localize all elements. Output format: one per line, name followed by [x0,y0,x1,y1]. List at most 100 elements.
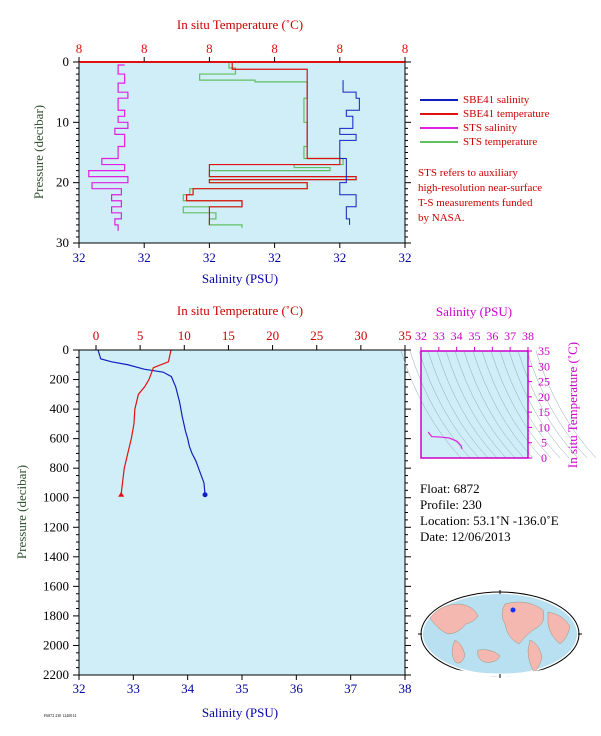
temp-tick-label: 30 [354,328,367,343]
temp-tick-label: 8 [206,41,213,56]
pressure-tick-label: 400 [50,401,70,416]
density-contour [445,350,507,459]
series-salinity [97,349,206,495]
ts-sal-tick-label: 38 [522,329,534,343]
profile-temp-axis-title: In situ Temperature (˚C) [177,303,303,318]
pressure-tick-label: 20 [56,175,69,190]
temp-tick-label: 20 [266,328,279,343]
legend-label: STS temperature [463,136,538,148]
profile-temp-ticks: 0 5 10 15 20 25 30 35 [93,328,412,350]
density-contour [418,350,480,459]
ts-sal-tick-label: 35 [469,329,481,343]
temp-tick-label: 35 [399,328,412,343]
ts-salinity-title: Salinity (PSU) [436,304,512,319]
ts-plot-area [421,351,528,458]
temp-tick-label: 25 [310,328,323,343]
profile-plot-area [79,350,405,675]
sal-tick-label: 32 [73,681,86,696]
top-temp-ticks: 8 8 8 8 8 8 [76,41,409,62]
end-marker [118,491,125,497]
legend-label: STS salinity [463,122,518,134]
profile-number: Profile: 230 [420,497,482,512]
sal-tick-label: 32 [399,250,412,265]
profile-sal-axis-title: Salinity (PSU) [202,705,278,720]
pressure-tick-label: 10 [56,114,69,129]
pressure-tick-label: 600 [50,431,70,446]
sal-tick-label: 32 [333,250,346,265]
legend-item-sbe41-salinity: SBE41 salinity [420,93,549,107]
pressure-tick-label: 2000 [43,637,69,652]
ts-sal-tick-label: 36 [486,329,498,343]
top-sal-axis-title: Salinity (PSU) [202,271,278,286]
profile-pressure-title: Pressure (decibar) [14,465,29,559]
note-line: STS refers to auxiliary [418,167,518,179]
legend-swatch [420,141,458,143]
ts-temp-tick-label: 15 [538,405,550,419]
pressure-tick-label: 1000 [43,490,69,505]
top-series-group [88,61,360,231]
profile-series-group [97,349,208,498]
float-id: Float: 6872 [420,481,480,496]
density-contour [535,350,597,459]
density-contour [472,350,534,459]
series-sts_temperature [182,61,357,228]
ts-sal-tick-label: 33 [433,329,445,343]
float-location-marker [510,607,516,613]
temp-tick-label: 10 [178,328,191,343]
ts-temp-tick-label: 20 [538,390,550,404]
note-line: T-S measurements funded [418,197,533,209]
pressure-tick-label: 0 [63,54,70,69]
temp-tick-label: 8 [402,41,409,56]
legend-label: SBE41 temperature [463,108,550,120]
ts-temp-tick-label: 30 [538,359,550,373]
profile-sal-ticks: 32 33 34 35 36 37 38 [73,675,412,696]
ts-temp-tick-label: 10 [538,420,550,434]
sal-tick-label: 32 [138,250,151,265]
ts-sal-tick-label: 34 [451,329,463,343]
series-temperature [120,349,172,495]
sts-note: STS refers to auxiliary high-resolution … [418,166,578,226]
density-contour [436,350,498,459]
end-marker [202,492,208,498]
ts-temp-tick-label: 0 [541,451,547,465]
legend-item-sts-temperature: STS temperature [420,135,549,149]
density-contour [400,350,462,459]
temp-tick-label: 8 [337,41,344,56]
ts-series-sts_salinity [427,431,463,450]
sal-tick-label: 35 [236,681,249,696]
legend-swatch [420,113,458,115]
temp-tick-label: 0 [93,328,100,343]
density-contour [508,350,570,459]
pressure-tick-label: 1400 [43,549,69,564]
ts-sal-tick-label: 32 [415,329,427,343]
world-map [418,590,582,678]
legend-label: SBE41 salinity [463,94,530,106]
top-temp-axis-title: In situ Temperature (˚C) [177,17,303,32]
pressure-tick-label: 1600 [43,578,69,593]
top-pressure-ticks: 0 10 20 30 [56,54,411,250]
density-contour [454,350,516,459]
pressure-tick-label: 200 [50,372,70,387]
series-sts_salinity [88,64,129,231]
legend-item-sbe41-temperature: SBE41 temperature [420,107,549,121]
series-salinity [339,80,360,225]
profile-date: Date: 12/06/2013 [420,529,511,544]
pressure-tick-label: 1800 [43,608,69,623]
sal-tick-label: 38 [399,681,412,696]
legend-item-sts-salinity: STS salinity [420,121,549,135]
float-location: Location: 53.1˚N -136.0˚E [420,513,559,528]
density-contour [481,350,543,459]
ts-density-contours [400,350,597,459]
density-contour [517,350,579,459]
legend-swatch [420,127,458,129]
ts-temp-tick-label: 25 [538,375,550,389]
pressure-tick-label: 1200 [43,519,69,534]
ts-temp-title: In situ Temperature (˚C) [565,342,580,468]
top-sal-ticks: 32 32 32 32 32 32 [73,243,412,265]
note-line: by NASA. [418,212,465,224]
sal-tick-label: 36 [290,681,304,696]
top-pressure-title: Pressure (decibar) [31,105,46,199]
temp-tick-label: 5 [137,328,144,343]
